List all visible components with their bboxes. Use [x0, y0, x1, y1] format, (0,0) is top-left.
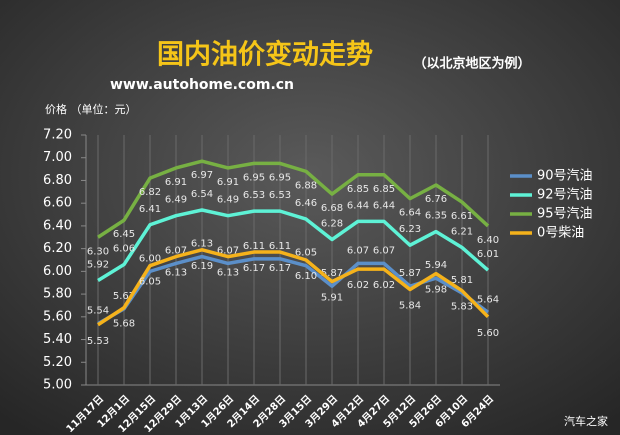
- data-label: 6.23: [399, 224, 421, 235]
- y-tick-label: 5.80: [43, 287, 72, 302]
- data-label: 6.07: [373, 245, 395, 256]
- data-label: 6.46: [295, 198, 317, 209]
- data-label: 6.05: [139, 277, 161, 288]
- data-label: 6.35: [425, 211, 447, 222]
- data-label: 6.76: [425, 194, 447, 205]
- y-tick-label: 6.00: [43, 264, 72, 279]
- chart-title: 国内油价变动走势: [157, 39, 373, 71]
- data-label: 6.44: [347, 200, 369, 211]
- data-label: 6.00: [139, 253, 161, 264]
- data-label: 6.44: [373, 200, 395, 211]
- data-label: 6.85: [347, 184, 369, 195]
- data-label: 6.91: [217, 177, 239, 188]
- data-label: 5.53: [87, 336, 109, 347]
- data-label: 6.11: [243, 241, 265, 252]
- data-label: 6.64: [399, 208, 421, 219]
- data-label: 6.53: [243, 190, 265, 201]
- y-tick-label: 5.20: [43, 355, 72, 370]
- data-label: 6.28: [321, 219, 343, 230]
- data-label: 6.02: [347, 280, 369, 291]
- series-line: [97, 248, 490, 327]
- data-label: 5.84: [399, 301, 421, 312]
- data-label: 5.68: [113, 319, 135, 330]
- data-label: 5.87: [321, 268, 343, 279]
- watermark: 汽车之家: [564, 414, 608, 428]
- data-label: 6.88: [295, 180, 317, 191]
- data-label: 6.07: [165, 245, 187, 256]
- data-label: 5.54: [87, 306, 109, 317]
- data-label: 5.81: [451, 275, 473, 286]
- data-label: 6.68: [321, 203, 343, 214]
- data-label: 6.21: [451, 227, 473, 238]
- series-line: [97, 159, 490, 239]
- y-tick-label: 5.00: [43, 378, 72, 393]
- data-label: 6.11: [269, 241, 291, 252]
- data-label: 5.87: [399, 268, 421, 279]
- data-label: 5.91: [321, 293, 343, 304]
- chart-subtitle: （以北京地区为例）: [413, 56, 530, 72]
- data-label: 6.06: [113, 244, 135, 255]
- legend-label: 0号柴油: [537, 226, 584, 241]
- data-label: 6.01: [477, 249, 499, 260]
- data-label: 6.61: [451, 211, 473, 222]
- series-line: [97, 208, 490, 282]
- data-label: 6.07: [347, 245, 369, 256]
- data-label: 6.17: [243, 263, 265, 274]
- data-label: 6.13: [165, 268, 187, 279]
- y-tick-label: 5.60: [43, 309, 72, 324]
- data-label: 6.95: [269, 172, 291, 183]
- y-tick-label: 6.60: [43, 196, 72, 211]
- data-label: 5.94: [425, 260, 447, 271]
- data-label: 6.13: [217, 268, 239, 279]
- data-label: 6.95: [243, 172, 265, 183]
- data-label: 6.02: [373, 280, 395, 291]
- data-label: 6.05: [295, 248, 317, 259]
- data-label: 5.67: [113, 291, 135, 302]
- data-label: 6.49: [217, 195, 239, 206]
- y-tick-label: 6.40: [43, 218, 72, 233]
- data-label: 6.91: [165, 177, 187, 188]
- data-label: 6.40: [477, 235, 499, 246]
- data-label: 6.82: [139, 187, 161, 198]
- data-label: 6.19: [191, 261, 213, 272]
- y-tick-label: 7.20: [43, 128, 72, 143]
- data-label: 6.10: [295, 271, 317, 282]
- legend-label: 92号汽油: [537, 188, 593, 203]
- y-tick-label: 6.80: [43, 173, 72, 188]
- y-axis-label: 价格 （单位：元）: [45, 102, 137, 116]
- legend-label: 95号汽油: [537, 207, 593, 222]
- legend-label: 90号汽油: [537, 169, 593, 184]
- data-label: 6.17: [269, 263, 291, 274]
- data-label: 6.41: [139, 204, 161, 215]
- y-tick-label: 7.00: [43, 150, 72, 165]
- data-label: 6.07: [217, 245, 239, 256]
- source: www.autohome.com.cn: [110, 77, 294, 93]
- data-label: 6.54: [191, 189, 213, 200]
- data-label: 6.53: [269, 190, 291, 201]
- data-label: 5.98: [425, 285, 447, 296]
- data-label: 6.30: [87, 246, 109, 257]
- data-label: 6.97: [191, 170, 213, 181]
- data-label: 5.64: [477, 294, 499, 305]
- y-tick-label: 5.40: [43, 332, 72, 347]
- data-label: 6.49: [165, 195, 187, 206]
- data-label: 5.60: [477, 328, 499, 339]
- data-label: 6.13: [191, 239, 213, 250]
- data-label: 6.85: [373, 184, 395, 195]
- data-label: 5.92: [87, 259, 109, 270]
- data-label: 5.83: [451, 302, 473, 313]
- y-tick-label: 6.20: [43, 241, 72, 256]
- data-label: 6.45: [113, 229, 135, 240]
